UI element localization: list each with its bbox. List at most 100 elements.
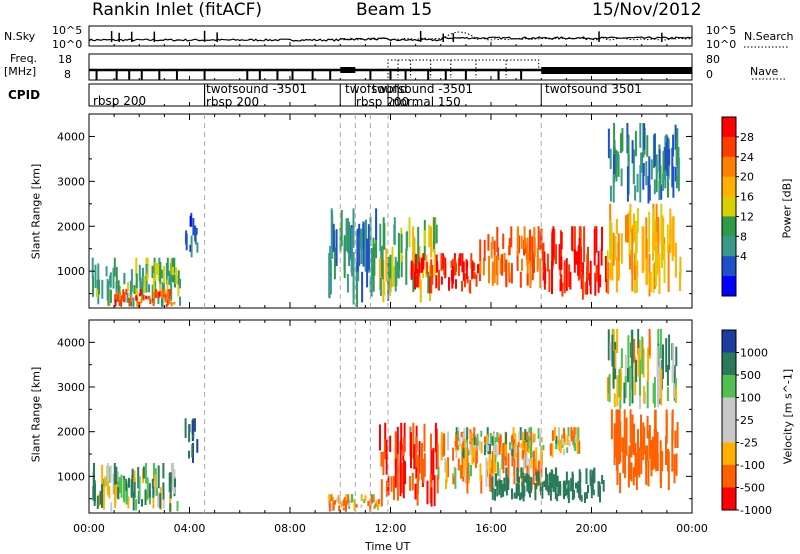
data-cell (574, 427, 577, 437)
data-cell (138, 476, 141, 501)
data-cell (415, 464, 418, 478)
data-cell (671, 429, 674, 472)
data-cell (430, 259, 433, 276)
data-cell (542, 445, 545, 451)
data-cell (385, 439, 388, 475)
data-cell (679, 256, 682, 277)
data-cell (659, 440, 662, 482)
data-cell (190, 235, 193, 258)
data-cell (107, 280, 110, 298)
data-cell (520, 474, 523, 487)
data-cell (529, 258, 532, 289)
data-cell (130, 294, 133, 301)
data-cell (339, 227, 342, 252)
velocity-colorbar-tick-label: 100 (740, 392, 761, 405)
data-cell (141, 281, 144, 300)
data-cell (441, 253, 444, 268)
data-cell (627, 454, 630, 488)
data-cell (133, 285, 136, 295)
data-cell (653, 376, 656, 408)
data-cell (616, 328, 619, 353)
data-cell (532, 450, 535, 468)
data-cell (675, 174, 678, 189)
data-cell (356, 277, 359, 307)
data-cell (113, 257, 116, 277)
data-cell (629, 409, 632, 443)
data-cell (367, 224, 370, 270)
data-cell (168, 297, 171, 305)
data-cell (462, 448, 465, 459)
data-cell (461, 253, 464, 273)
data-cell (666, 224, 669, 253)
data-cell (414, 271, 416, 290)
data-cell (672, 166, 675, 198)
data-cell (624, 439, 627, 479)
data-cell (381, 245, 384, 280)
data-cell (452, 447, 455, 461)
data-cell (352, 281, 355, 305)
data-cell (634, 185, 637, 201)
data-cell (129, 280, 132, 303)
data-cell (599, 485, 601, 503)
data-cell (373, 505, 376, 509)
data-cell (485, 457, 488, 487)
data-cell (648, 425, 651, 455)
data-cell (486, 434, 488, 443)
velocity-panel-frame (88, 319, 693, 514)
data-cell (537, 460, 540, 480)
data-cell (394, 431, 397, 468)
data-cell (400, 422, 403, 451)
data-cell (399, 460, 402, 497)
data-cell (370, 497, 373, 504)
data-cell (493, 254, 496, 284)
data-cell (455, 263, 457, 272)
data-cell (459, 253, 462, 266)
y-tick-label: 1000 (57, 265, 85, 278)
data-cell (382, 260, 385, 303)
power-panel-data (91, 123, 682, 307)
data-cell (671, 412, 674, 445)
data-cell (631, 140, 634, 164)
data-cell (648, 211, 651, 253)
data-cell (146, 273, 149, 281)
data-cell (595, 226, 598, 253)
data-cell (672, 343, 675, 372)
data-cell (402, 459, 405, 499)
data-cell (569, 271, 572, 290)
power-colorbar-swatch (722, 256, 736, 277)
data-cell (556, 493, 559, 502)
data-cell (589, 272, 591, 286)
data-cell (579, 483, 582, 501)
data-cell (340, 501, 343, 508)
data-cell (666, 171, 669, 189)
data-cell (328, 252, 331, 298)
data-cell (545, 476, 548, 490)
data-cell (147, 296, 150, 300)
data-cell (166, 290, 169, 299)
data-cell (491, 476, 494, 493)
data-cell (457, 431, 460, 441)
data-cell (672, 383, 675, 399)
data-cell (352, 208, 355, 248)
data-cell (500, 489, 503, 498)
data-cell (597, 251, 600, 281)
data-cell (615, 257, 618, 293)
data-cell (641, 336, 644, 375)
data-cell (509, 442, 511, 450)
data-cell (166, 296, 169, 302)
data-cell (499, 434, 502, 443)
data-cell (517, 483, 520, 496)
data-cell (423, 453, 426, 477)
data-cell (608, 374, 611, 403)
data-cell (620, 348, 623, 368)
data-cell (541, 246, 544, 261)
data-cell (589, 471, 592, 482)
data-cell (496, 432, 499, 442)
data-cell (337, 495, 340, 504)
data-cell (151, 265, 154, 278)
data-cell (600, 248, 603, 266)
data-cell (380, 479, 383, 507)
data-cell (620, 233, 623, 264)
data-cell (490, 242, 493, 259)
velocity-colorbar-swatch (722, 330, 736, 353)
